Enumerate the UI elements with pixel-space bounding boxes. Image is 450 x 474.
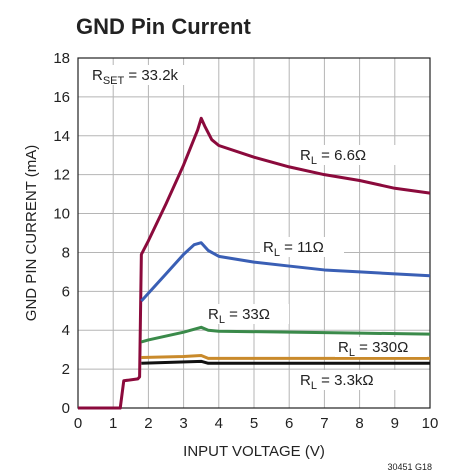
label-rest: = 6.6Ω	[317, 147, 366, 164]
series-line	[140, 241, 431, 303]
x-tick-label: 5	[250, 415, 258, 432]
label-background	[205, 304, 289, 324]
x-tick-label: 7	[320, 415, 328, 432]
series-label: RL = 3.3kΩ	[300, 372, 374, 392]
label-sub: L	[349, 347, 355, 359]
series-line	[78, 116, 431, 410]
label-background	[335, 337, 427, 357]
label-rest: = 3.3kΩ	[317, 372, 374, 389]
label-sub: SET	[103, 75, 125, 87]
label-background	[297, 145, 397, 165]
label-main: R	[300, 372, 311, 389]
x-tick-label: 6	[285, 415, 293, 432]
label-main: R	[208, 306, 219, 323]
y-tick-label: 12	[53, 167, 70, 184]
y-tick-label: 6	[62, 283, 70, 300]
series-label: RL = 11Ω	[263, 239, 324, 259]
label-main: R	[338, 339, 349, 356]
label-main: R	[300, 147, 311, 164]
x-tick-label: 3	[179, 415, 187, 432]
x-tick-label: 2	[144, 415, 152, 432]
chart-title: GND Pin Current	[76, 14, 251, 39]
label-rest: = 11Ω	[280, 239, 324, 256]
series-label: RL = 33Ω	[208, 306, 270, 326]
series-label: RL = 330Ω	[338, 339, 408, 359]
label-main: R	[92, 67, 103, 84]
label-rest: = 33.2k	[124, 67, 178, 84]
plot-frame	[77, 57, 431, 409]
x-tick-label: 8	[355, 415, 363, 432]
x-axis-label: INPUT VOLTAGE (V)	[183, 443, 325, 460]
label-rest: = 33Ω	[225, 306, 270, 323]
y-tick-label: 18	[53, 50, 70, 67]
y-tick-label: 8	[62, 244, 70, 261]
figure-note: 30451 G18	[387, 462, 432, 472]
x-tick-label: 1	[109, 415, 117, 432]
series-label: RL = 6.6Ω	[300, 147, 366, 167]
label-sub: L	[274, 247, 280, 259]
label-background	[297, 370, 399, 390]
x-tick-label: 9	[391, 415, 399, 432]
label-sub: L	[311, 380, 317, 392]
y-tick-label: 2	[62, 361, 70, 378]
label-background	[88, 65, 208, 85]
y-tick-label: 16	[53, 89, 70, 106]
label-sub: L	[311, 155, 317, 167]
annotation: RSET = 33.2k	[92, 67, 179, 87]
y-tick-label: 14	[53, 128, 70, 145]
label-main: R	[263, 239, 274, 256]
y-tick-label: 0	[62, 400, 70, 417]
series-line	[140, 325, 431, 344]
x-tick-label: 10	[422, 415, 439, 432]
y-tick-label: 10	[53, 206, 70, 223]
series-line	[141, 354, 430, 360]
x-tick-label: 4	[215, 415, 223, 432]
series-line	[141, 359, 430, 365]
x-tick-label: 0	[74, 415, 82, 432]
y-axis-label: GND PIN CURRENT (mA)	[23, 145, 40, 321]
label-sub: L	[219, 314, 225, 326]
label-background	[260, 237, 344, 257]
label-rest: = 330Ω	[355, 339, 408, 356]
y-tick-label: 4	[62, 322, 70, 339]
